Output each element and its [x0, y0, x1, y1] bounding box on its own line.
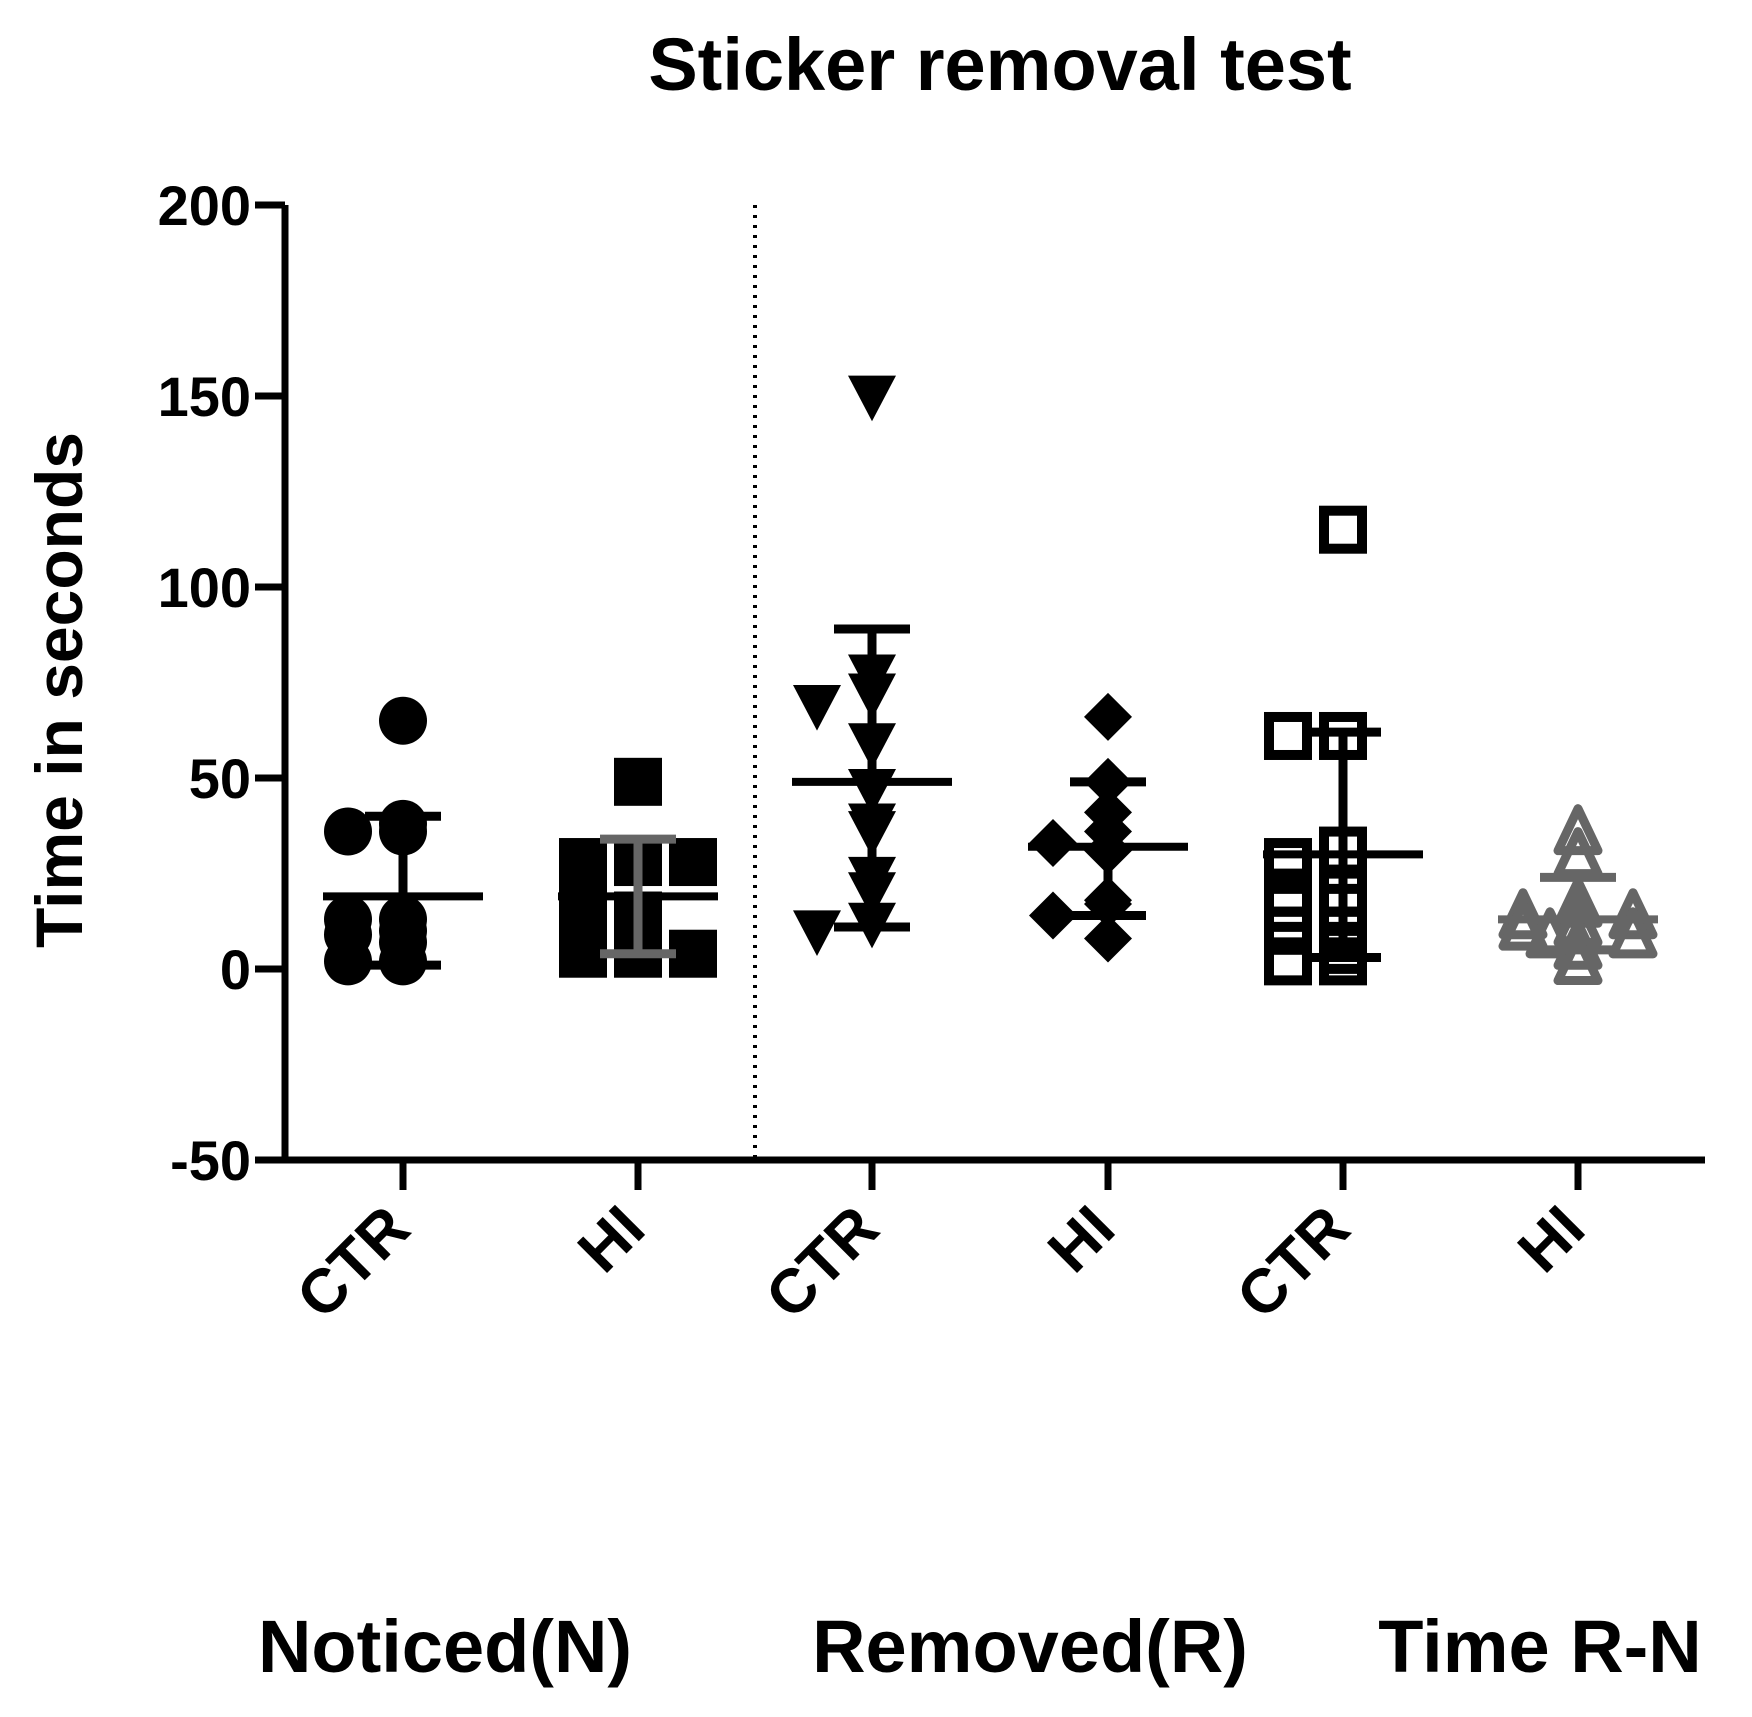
chart-title: Sticker removal test: [648, 23, 1351, 106]
y-tick-label: 150: [158, 365, 251, 428]
data-point-square: [559, 838, 607, 887]
data-point-open-triangle: [1498, 888, 1548, 940]
y-tick-label: -50: [170, 1129, 251, 1192]
y-axis-label: Time in seconds: [22, 432, 96, 948]
x-tick-label: HI: [565, 1193, 658, 1286]
data-point-open-square: [1319, 505, 1367, 554]
x-tick-label: HI: [1035, 1193, 1128, 1286]
data-point-square: [669, 929, 717, 978]
data-point-open-triangle: [1553, 934, 1603, 986]
x-tick-label: HI: [1505, 1193, 1598, 1286]
y-tick-label: 50: [189, 747, 251, 810]
data-point-open-square: [1264, 838, 1312, 887]
data-point-circle: [324, 937, 372, 986]
data-point-triangle: [848, 375, 896, 422]
data-point-open-triangle: [1608, 907, 1658, 959]
plot-area: -50 0 50 100 150 200 CTR HI CTR HI CTR HI Noticed(N)…: [158, 174, 1705, 1688]
group-label: Time R-N: [1378, 1605, 1701, 1688]
group-label: Removed(R): [812, 1605, 1248, 1688]
data-point-open-square: [1264, 711, 1312, 760]
data-point-triangle: [793, 685, 841, 731]
data-point-circle: [379, 696, 427, 745]
data-point-triangle: [793, 910, 841, 956]
data-point-diamond: [1084, 692, 1132, 741]
y-tick-label: 200: [158, 174, 251, 237]
data-point-square: [559, 929, 607, 978]
data-point-square: [669, 838, 717, 887]
data-point-circle: [324, 895, 372, 944]
data-point-open-triangle: [1498, 899, 1548, 951]
data-point-square: [559, 883, 607, 932]
data-point-open-triangle: [1553, 804, 1603, 856]
data-point-diamond: [1084, 914, 1132, 963]
x-tick-label: CTR: [1224, 1193, 1363, 1332]
data-point-open-square: [1264, 906, 1312, 955]
x-tick-label: CTR: [284, 1193, 423, 1332]
group-label: Noticed(N): [258, 1605, 632, 1688]
data-point-diamond: [1029, 891, 1077, 940]
data-point-open-triangle: [1553, 918, 1603, 970]
y-tick-label: 0: [220, 938, 251, 1001]
data-point-square: [614, 757, 662, 806]
y-tick-label: 100: [158, 556, 251, 619]
x-tick-label: CTR: [753, 1193, 892, 1332]
data-point-open-triangle: [1608, 888, 1658, 940]
data-point-circle: [324, 807, 372, 856]
